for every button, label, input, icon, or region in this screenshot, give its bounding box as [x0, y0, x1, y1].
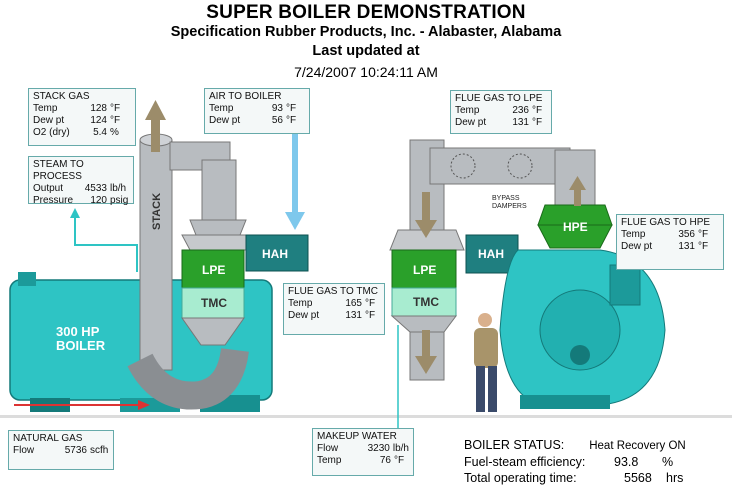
flue-tmc-title: FLUE GAS TO TMC [288, 286, 379, 297]
efficiency-unit: % [662, 455, 674, 469]
flue-lpe-dewpt-row: Dew pt 131 °F [455, 117, 543, 128]
right-recovery-unit [389, 229, 519, 333]
flue-hpe-title: FLUE GAS TO HPE [621, 217, 711, 228]
company-subtitle: Specification Rubber Products, Inc. - Al… [170, 24, 562, 40]
bypass-label-1: BYPASS [492, 195, 520, 202]
flue-tmc-temp-row: Temp 165 °F [288, 298, 376, 309]
flue-tmc-dewpt-row: Dew pt 131 °F [288, 310, 376, 321]
efficiency-value: 93.8 [614, 455, 639, 469]
steam-line [74, 215, 138, 272]
tmc-left [181, 287, 245, 319]
flue-lpe-title: FLUE GAS TO LPE [455, 93, 543, 104]
makeup-water-flow-row: Flow 3230 lb/h [317, 443, 409, 454]
flue-arrow-down-1 [422, 192, 430, 224]
makeup-water-temp-row: Temp 76 °F [317, 455, 405, 466]
tmc-right-label: TMC [413, 295, 439, 309]
operator-figure [474, 313, 498, 412]
hah-right-label: HAH [478, 247, 504, 261]
steam-output-row: Output 4533 lb/h [33, 183, 127, 194]
boiler-status-line: BOILER STATUS: Heat Recovery ON [464, 438, 686, 454]
hpe-label: HPE [563, 220, 588, 234]
page-title: SUPER BOILER DEMONSTRATION [206, 2, 526, 23]
floor [0, 415, 732, 418]
steam-pressure-row: Pressure 120 psig [33, 195, 129, 206]
steam-title: STEAM TO PROCESS [33, 159, 84, 182]
flue-lpe-temp-row: Temp 236 °F [455, 105, 543, 116]
boiler-label-1: 300 HP [56, 324, 100, 339]
flue-hpe-dewpt-row: Dew pt 131 °F [621, 241, 709, 252]
lpe-right [391, 249, 457, 289]
stack-gas-title: STACK GAS [33, 91, 90, 102]
steam-panel: STEAM TO PROCESS Output 4533 lb/h Pressure… [28, 156, 134, 206]
natural-gas-title: NATURAL GAS [13, 433, 83, 444]
operating-time-line: Total operating time: 5568 hrs [464, 471, 683, 486]
hah-left-label: HAH [262, 247, 288, 261]
hours-value: 5568 [624, 471, 652, 485]
makeup-water-panel: MAKEUP WATER Flow 3230 lb/h Temp 76 °F [312, 428, 414, 476]
lpe-left-label: LPE [202, 263, 225, 277]
flue-lpe-panel: FLUE GAS TO LPE Temp 236 °F Dew pt 131 °F [450, 90, 552, 134]
boiler-status-value: Heat Recovery ON [589, 440, 686, 452]
stack-gas-o2-row: O2 (dry) 5.4% [33, 127, 119, 138]
air-to-boiler-panel: AIR TO BOILER Temp 93 °F Dew pt 56 °F [204, 88, 310, 134]
hah-left [245, 234, 309, 272]
flue-arrow-down-2 [422, 330, 430, 360]
hours-label: Total operating time: [464, 471, 577, 485]
firetube-boiler [499, 249, 666, 409]
tmc-right [391, 287, 457, 317]
lpe-right-label: LPE [413, 263, 436, 277]
air-temp-row: Temp 93 °F [209, 103, 297, 114]
flue-tmc-panel: FLUE GAS TO TMC Temp 165 °F Dew pt 131 °F [283, 283, 385, 335]
stack-arrow [151, 118, 160, 152]
boiler-label-2: BOILER [56, 338, 106, 353]
stack-gas-panel: STACK GAS Temp 128 °F Dew pt 124 °F O2 (dry)… [28, 88, 136, 146]
natural-gas-panel: NATURAL GAS Flow 5736 scfh [8, 430, 114, 470]
boiler-status-label: BOILER STATUS: [464, 438, 565, 452]
flue-hpe-temp-row: Temp 356 °F [621, 229, 709, 240]
air-arrow [292, 132, 298, 216]
hours-unit: hrs [666, 471, 684, 485]
stack-label: STACK [151, 193, 163, 230]
stack-duct [127, 133, 249, 410]
flue-hpe-panel: FLUE GAS TO HPE Temp 356 °F Dew pt 131 °F [616, 214, 724, 270]
stack-gas-dewpt-row: Dew pt 124 °F [33, 115, 121, 126]
stack-gas-temp-row: Temp 128 °F [33, 103, 121, 114]
natural-gas-flow-row: Flow 5736 scfh [13, 445, 109, 456]
efficiency-label: Fuel-steam efficiency: [464, 455, 586, 469]
timestamp: 7/24/2007 10:24:11 AM [294, 64, 438, 80]
air-dewpt-row: Dew pt 56 °F [209, 115, 297, 126]
air-to-boiler-title: AIR TO BOILER [209, 91, 282, 102]
updated-label: Last updated at [312, 43, 420, 59]
tmc-left-label: TMC [201, 296, 227, 310]
makeup-water-title: MAKEUP WATER [317, 431, 397, 442]
hpe-arrow [574, 188, 581, 206]
efficiency-line: Fuel-steam efficiency: 93.8% [464, 455, 673, 470]
bypass-label-2: DAMPERS [492, 203, 527, 210]
left-recovery-unit [181, 219, 309, 346]
